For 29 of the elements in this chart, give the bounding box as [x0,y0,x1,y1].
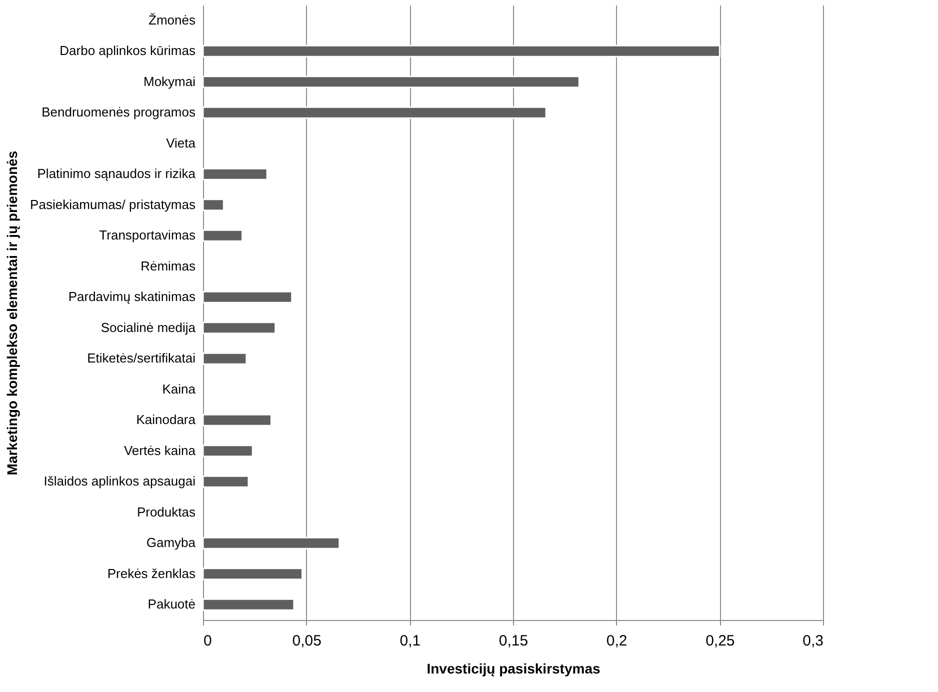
y-tick-label: Rėmimas [140,258,196,274]
x-tick-label: 0,25 [706,632,735,650]
y-axis-title: Marketingo komplekso elementai ir jų priemonės [4,150,20,476]
x-tick-label: 0,15 [498,632,528,650]
y-tick-label: Bendruomenės programos [42,104,196,120]
y-tick-label: Gamyba [146,535,196,550]
y-tick-label: Pasiekiamumas/ pristatymas [30,196,196,212]
y-tick-label: Prekės ženklas [107,566,196,581]
y-tick-label: Transportavimas [99,228,196,243]
x-tick-label: 0 [204,632,212,650]
y-tick-label: Vertės kaina [124,442,196,458]
y-tick-label: Vieta [166,135,196,150]
y-tick-label: Darbo aplinkos kūrimas [60,43,196,58]
y-tick-label: Mokymai [143,74,196,89]
y-tick-label: Pardavimų skatinimas [68,289,196,304]
x-tick-label: 0,3 [802,632,824,650]
x-tick-label: 0,05 [292,632,322,650]
y-tick-label: Produktas [136,504,196,520]
y-tick-label: Žmonės [148,12,196,28]
y-tick-label: Pakuotė [148,596,196,612]
x-tick-label: 0,2 [606,632,628,650]
y-tick-label: Kaina [162,381,196,396]
x-axis-title: Investicijų pasiskirstymas [426,660,600,676]
x-tick-label: 0,1 [400,632,421,650]
y-tick-label: Platinimo sąnaudos ir rizika [37,166,196,182]
y-tick-label: Išlaidos aplinkos apsaugai [44,474,196,489]
y-tick-label: Kainodara [136,412,196,428]
y-tick-label: Socialinė medija [100,320,196,335]
y-tick-label: Etiketės/sertifikatai [87,350,196,366]
